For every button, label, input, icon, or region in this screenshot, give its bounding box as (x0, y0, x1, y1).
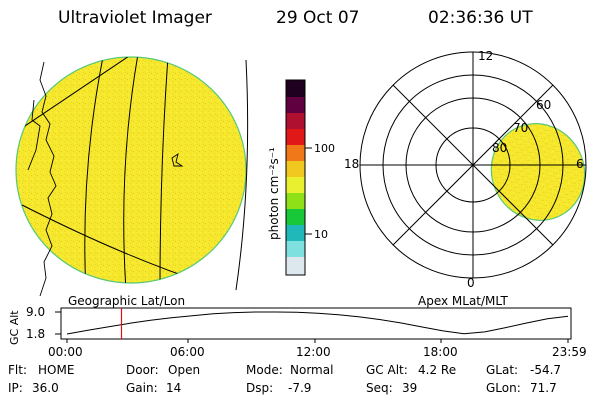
longitude-line (123, 57, 139, 283)
longitude-line (159, 57, 169, 283)
mlt-label-12: 12 (478, 49, 493, 63)
gain-value: 14 (166, 381, 181, 395)
date-label: 29 Oct 07 (276, 8, 360, 28)
coastline (27, 99, 41, 171)
latitude-line (21, 204, 246, 283)
outer-meridian (235, 59, 249, 291)
ip-value: 36.0 (32, 381, 59, 395)
latitude-line (21, 57, 139, 129)
polar-caption: Apex MLat/MLT (418, 294, 508, 308)
mlat-label-70: 70 (513, 121, 528, 135)
auroral-region (490, 123, 586, 221)
mlt-diagonal (392, 84, 554, 246)
glat-value: -54.7 (530, 363, 561, 377)
altitude-ytick-min: 1.8 (26, 327, 45, 341)
dsp-label: Dsp: (246, 381, 273, 395)
seq-label: Seq: (366, 381, 393, 395)
glon-label: GLon: (486, 381, 521, 395)
altitude-chart (55, 307, 572, 343)
lat-lon-grid (21, 57, 246, 283)
color-bar (285, 79, 312, 276)
altitude-xtick-0000: 00:00 (48, 345, 83, 359)
instrument-title: Ultraviolet Imager (58, 8, 212, 28)
coastline (39, 61, 57, 297)
time-label: 02:36:36 UT (428, 8, 533, 28)
polar-plot (359, 51, 587, 279)
altitude-xtick-2359: 23:59 (552, 345, 587, 359)
longitude-line (84, 57, 105, 283)
colorbar-unit-label: photon cm⁻²s⁻¹ (267, 147, 281, 240)
mlat-label-60: 60 (536, 98, 551, 112)
altitude-xtick-1800: 18:00 (423, 345, 458, 359)
polar-grid (359, 51, 587, 279)
mlt-label-18: 18 (344, 157, 359, 171)
colorbar-tick-10: 10 (314, 228, 328, 241)
geographic-caption: Geographic Lat/Lon (68, 294, 185, 308)
seq-value: 39 (402, 381, 417, 395)
geographic-image (15, 56, 249, 297)
altitude-plot-frame (60, 307, 572, 340)
altitude-ytick-max: 9.0 (26, 305, 45, 319)
earth-disk (15, 56, 247, 284)
door-label: Door: (126, 363, 159, 377)
altitude-ylabel: GC Alt (8, 310, 21, 345)
altitude-series-line (66, 311, 569, 335)
dsp-value: -7.9 (288, 381, 311, 395)
flt-label: Flt: (8, 363, 27, 377)
gc-alt-label: GC Alt: (366, 363, 408, 377)
mode-label: Mode: (246, 363, 283, 377)
altitude-xtick-0600: 06:00 (170, 345, 205, 359)
glon-value: 71.7 (530, 381, 557, 395)
mlat-label-80: 80 (492, 141, 507, 155)
colorbar-tick-100: 100 (314, 142, 335, 155)
altitude-xtick-1200: 12:00 (296, 345, 331, 359)
mlt-label-0: 0 (467, 276, 475, 290)
flt-value: HOME (38, 363, 74, 377)
glat-label: GLat: (486, 363, 518, 377)
door-value: Open (168, 363, 200, 377)
ip-label: IP: (8, 381, 23, 395)
gain-label: Gain: (126, 381, 158, 395)
mode-value: Normal (290, 363, 333, 377)
gc-alt-value: 4.2 Re (418, 363, 456, 377)
status-block: Flt: HOME IP: 36.0 Door: Open Gain: 14 M… (8, 363, 561, 395)
island-outline (171, 152, 184, 167)
mlt-label-6: 6 (576, 157, 584, 171)
